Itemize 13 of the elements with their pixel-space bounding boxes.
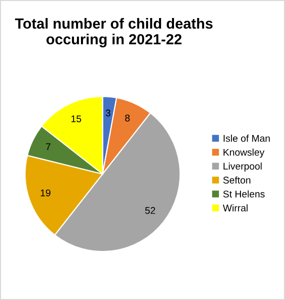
- data-label: 52: [145, 207, 156, 214]
- data-label: 8: [125, 114, 130, 122]
- legend-label: Wirral: [222, 204, 248, 212]
- chart-title: Total number of child deaths occuring in 2021-22: [15, 18, 213, 48]
- legend-label: Sefton: [223, 176, 250, 184]
- legend-label: Knowsley: [224, 148, 264, 158]
- data-label: 7: [46, 143, 50, 150]
- data-label: 15: [71, 115, 82, 122]
- legend-label: Liverpool: [224, 162, 262, 172]
- legend-label: St Helens: [223, 190, 265, 198]
- data-label: 3: [106, 110, 110, 116]
- data-label: 19: [40, 189, 50, 196]
- legend-label: Isle of Man: [224, 134, 270, 142]
